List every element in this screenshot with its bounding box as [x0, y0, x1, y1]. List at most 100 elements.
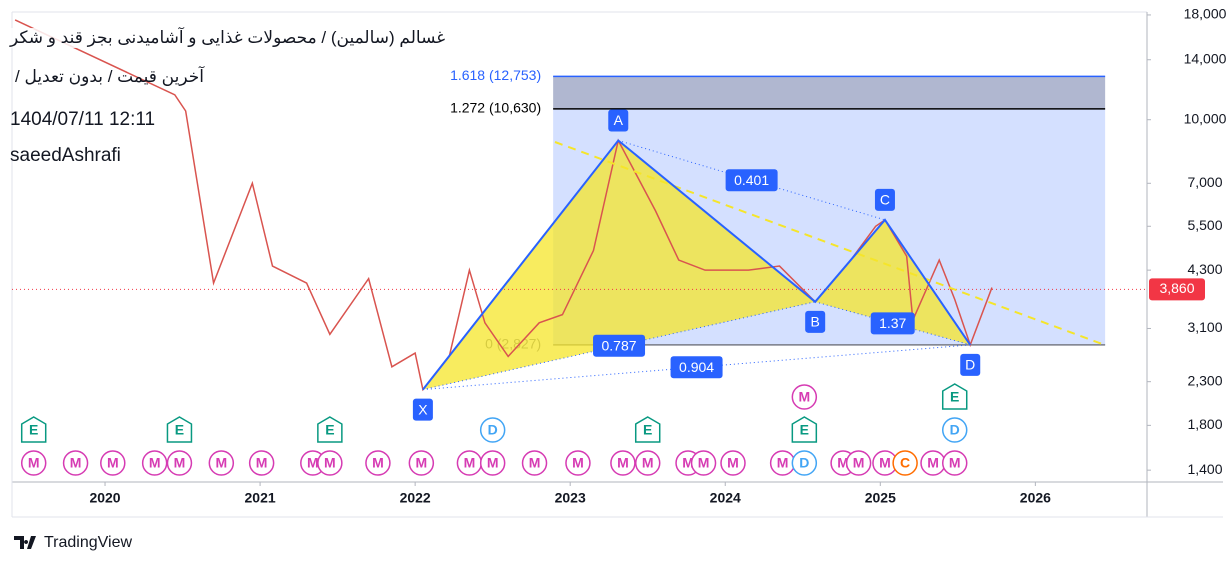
- point-label: D: [965, 357, 975, 373]
- event-label: E: [643, 422, 652, 438]
- ratio-label: 1.37: [879, 315, 906, 331]
- y-tick-label: 5,500: [1187, 217, 1222, 233]
- event-label: D: [799, 455, 809, 471]
- event-badge: [166, 416, 193, 443]
- x-tick-label: 2024: [710, 490, 741, 506]
- event-badge: [634, 416, 661, 443]
- event-badge: [791, 416, 818, 443]
- event-badge: [20, 450, 47, 476]
- event-label: C: [900, 455, 910, 471]
- event-label: M: [149, 455, 161, 471]
- x-tick-label: 2022: [400, 490, 431, 506]
- event-label: M: [107, 455, 119, 471]
- event-label: M: [949, 455, 961, 471]
- event-label: M: [879, 455, 891, 471]
- point-box: [960, 353, 981, 376]
- event-badge: [141, 450, 168, 476]
- event-badge: [521, 450, 548, 476]
- event-label: E: [950, 389, 959, 405]
- fib-label: 1.272 (10,630): [450, 100, 541, 116]
- y-tick-label: 3,100: [1187, 319, 1222, 335]
- event-badge: [100, 450, 126, 476]
- point-label: B: [811, 314, 820, 330]
- y-tick-label: 1,800: [1187, 416, 1222, 432]
- event-label: E: [800, 422, 809, 438]
- event-badge: [892, 450, 918, 476]
- logo-icon: [14, 536, 36, 549]
- event-badge: [248, 450, 275, 476]
- pattern-layer: 0.401 0.787 0.904 1.37 X A B C D: [412, 109, 981, 421]
- event-label: M: [798, 389, 810, 405]
- y-tick-label: 10,000: [1184, 110, 1227, 126]
- event-badge: [941, 383, 968, 410]
- event-label: M: [464, 455, 476, 471]
- event-label: M: [487, 455, 499, 471]
- fib-zone: [553, 76, 1106, 109]
- ratio-box: [725, 169, 778, 192]
- event-label: M: [28, 455, 40, 471]
- x-tick-label: 2026: [1020, 490, 1051, 506]
- y-tick-label: 2,300: [1187, 372, 1222, 388]
- event-badge: [208, 450, 235, 476]
- point-box: [412, 398, 433, 421]
- event-badge: [690, 450, 717, 476]
- ratio-label: 0.401: [734, 172, 769, 188]
- point-box: [608, 109, 629, 132]
- event-badge: [20, 416, 47, 443]
- event-label: M: [837, 455, 849, 471]
- event-label: M: [698, 455, 710, 471]
- y-tick-label: 14,000: [1184, 50, 1227, 66]
- event-badge: [941, 450, 968, 476]
- point-label: X: [418, 401, 428, 417]
- last-price-label: 3,860: [1159, 280, 1194, 296]
- y-tick-label: 4,300: [1187, 261, 1222, 277]
- y-tick-label: 18,000: [1184, 6, 1227, 22]
- event-label: M: [572, 455, 584, 471]
- event-label: M: [324, 455, 336, 471]
- point-box: [874, 188, 895, 211]
- event-label: M: [174, 455, 186, 471]
- event-label: M: [777, 455, 789, 471]
- event-badge: [166, 450, 193, 476]
- datetime: 1404/07/11 12:11: [10, 109, 156, 130]
- event-badge: [941, 417, 968, 443]
- event-label: M: [642, 455, 654, 471]
- pattern-line: [422, 139, 972, 391]
- event-badge: [634, 450, 661, 476]
- point-label: A: [614, 112, 624, 128]
- pattern-triangle: [422, 140, 816, 390]
- ratio-label: 0.904: [679, 359, 714, 375]
- event-label: D: [950, 422, 960, 438]
- event-badge: [62, 450, 89, 476]
- logo: TradingView: [14, 534, 132, 551]
- event-label: M: [307, 455, 319, 471]
- event-label: M: [727, 455, 739, 471]
- pattern-triangle: [815, 219, 971, 345]
- x-tick-label: 2021: [245, 490, 276, 506]
- subtitle: آخرین قیمت / بدون تعدیل /: [15, 67, 204, 86]
- ratio-box: [670, 356, 723, 379]
- event-label: D: [488, 422, 498, 438]
- fib-label: 1.618 (12,753): [450, 67, 541, 83]
- event-label: E: [175, 422, 184, 438]
- event-label: E: [29, 422, 38, 438]
- author: saeedAshrafi: [10, 145, 121, 166]
- event-label: M: [416, 455, 428, 471]
- event-badge: [479, 450, 506, 476]
- last-price-tag: [1149, 278, 1205, 301]
- axis-layer: 1,400 1,800 2,300 3,100 4,300 5,500 7,000 10,00…: [89, 6, 1226, 506]
- event-label: M: [617, 455, 629, 471]
- ratio-box: [870, 312, 915, 335]
- event-badge: [565, 450, 591, 476]
- event-badge: [479, 417, 506, 443]
- event-label: M: [70, 455, 82, 471]
- event-badge: [791, 450, 818, 476]
- event-label: M: [853, 455, 865, 471]
- event-badge: [317, 450, 343, 476]
- ratio-label: 0.787: [602, 337, 637, 353]
- event-badge: [845, 450, 872, 476]
- y-tick-label: 7,000: [1187, 174, 1222, 190]
- point-label: C: [880, 192, 890, 208]
- title: غسالم (سالمین) / محصولات غذایی و آشامیدن…: [10, 28, 446, 48]
